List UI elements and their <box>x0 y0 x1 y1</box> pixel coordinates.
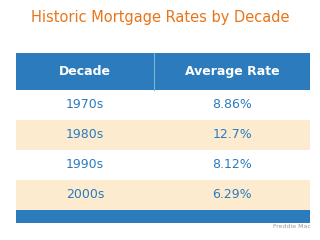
Bar <box>16 180 310 210</box>
Bar <box>16 210 310 223</box>
Bar <box>16 150 310 180</box>
Text: 6.29%: 6.29% <box>212 188 252 202</box>
Bar <box>16 53 310 90</box>
Bar <box>16 90 310 120</box>
Text: Historic Mortgage Rates by Decade: Historic Mortgage Rates by Decade <box>31 10 289 25</box>
Text: Average Rate: Average Rate <box>185 65 280 78</box>
Text: 1980s: 1980s <box>66 128 104 142</box>
Bar <box>16 120 310 150</box>
Text: 12.7%: 12.7% <box>212 128 252 142</box>
Text: 1970s: 1970s <box>66 98 104 112</box>
Text: Decade: Decade <box>59 65 111 78</box>
Text: 8.86%: 8.86% <box>212 98 252 112</box>
Text: 8.12%: 8.12% <box>212 158 252 172</box>
Text: Freddie Mac: Freddie Mac <box>273 224 310 229</box>
Text: 2000s: 2000s <box>66 188 104 202</box>
Text: 1990s: 1990s <box>66 158 104 172</box>
